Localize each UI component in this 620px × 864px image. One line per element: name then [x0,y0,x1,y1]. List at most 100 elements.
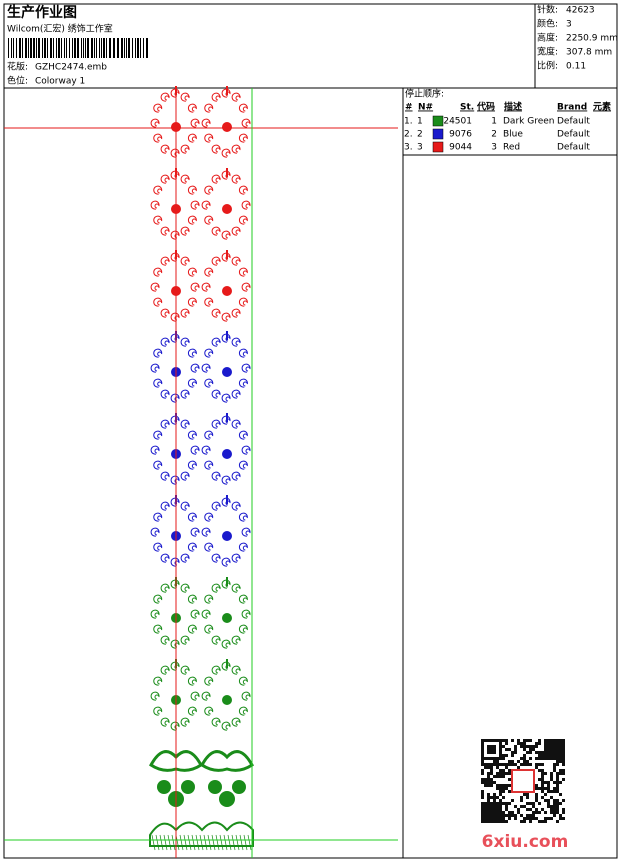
qr-cell [502,769,505,772]
qr-cell [523,793,526,796]
qr-cell [535,799,538,802]
motif-scroll [153,542,163,552]
qr-cell [550,775,553,778]
bar-stripe [69,38,70,58]
motif-scroll [160,665,170,675]
qr-cell [502,775,505,778]
motif-scroll [170,230,180,240]
qr-cell [526,751,529,754]
qr-cell [490,748,493,751]
qr-cell [490,808,493,811]
bar-stripe [140,38,141,58]
qr-cell [523,817,526,820]
qr-cell [487,802,490,805]
qr-cell [526,739,529,742]
bar-stripe [33,38,35,58]
bar-stripe [91,38,93,58]
border-hatch [215,834,220,851]
row-n: 3 [417,143,423,153]
qr-cell [562,799,565,802]
qr-cell [547,751,550,754]
qr-cell [544,742,547,745]
qr-cell [532,811,535,814]
qr-cell [550,778,553,781]
qr-cell [559,814,562,817]
qr-cell [481,769,484,772]
motif-scroll [190,445,200,455]
qr-cell [535,784,538,787]
qr-cell [547,742,550,745]
qr-cell [556,739,559,742]
border-hatch [183,834,188,851]
bar-stripe [85,38,86,58]
qr-cell [484,805,487,808]
motif-scroll [204,676,214,686]
qr-cell [544,754,547,757]
motif-scroll [204,103,214,113]
qr-cell [514,751,517,754]
qr-cell [532,817,535,820]
row-stitches: 9044 [449,143,472,153]
bar-stripe [94,38,95,58]
motif-scroll [153,594,163,604]
qr-cell [484,778,487,781]
motif-scroll [201,527,211,537]
qr-cell [481,781,484,784]
motif-scroll [201,609,211,619]
bar-stripe [117,38,119,58]
motif-scroll [231,419,241,429]
qr-cell [490,778,493,781]
qr-cell [502,817,505,820]
qr-cell [481,742,484,745]
qr-cell [544,781,547,784]
qr-cell [487,775,490,778]
motif-scroll [150,691,160,701]
qr-cell [529,745,532,748]
qr-cell [541,787,544,790]
qr-cell [529,751,532,754]
qr-cell [499,742,502,745]
motif-scroll [190,527,200,537]
qr-cell [505,787,508,790]
qr-cell [502,814,505,817]
qr-cell [481,820,484,823]
qr-cell [556,778,559,781]
bar-stripe [64,38,65,58]
motif-scroll [180,389,190,399]
motif-scroll [221,230,231,240]
qr-cell [562,751,565,754]
qr-cell [547,781,550,784]
motif-scroll [211,337,221,347]
qr-cell [487,781,490,784]
qr-cell [490,757,493,760]
qr-cell [526,808,529,811]
qr-cell [502,739,505,742]
qr-cell [484,757,487,760]
row-stitches: 9076 [449,130,472,140]
qr-cell [556,760,559,763]
motif-scroll [153,706,163,716]
qr-cell [490,766,493,769]
qr-cell [535,796,538,799]
qr-cell [496,766,499,769]
motif-scroll [150,118,160,128]
qr-cell [535,793,538,796]
qr-cell [508,778,511,781]
qr-cell [556,811,559,814]
qr-cell [556,799,559,802]
qr-cell [493,802,496,805]
qr-cell [490,802,493,805]
border-hatch [171,834,176,851]
motif-scroll [187,676,197,686]
motif-scroll [204,378,214,388]
qr-cell [502,802,505,805]
qr-cell [496,820,499,823]
qr-cell [481,748,484,751]
qr-cell [523,742,526,745]
qr-cell [535,811,538,814]
stop-title: 停止顺序: [405,88,444,100]
motif-center [222,531,232,541]
qr-cell [517,811,520,814]
motif-scroll [238,348,248,358]
motif-center [222,286,232,296]
